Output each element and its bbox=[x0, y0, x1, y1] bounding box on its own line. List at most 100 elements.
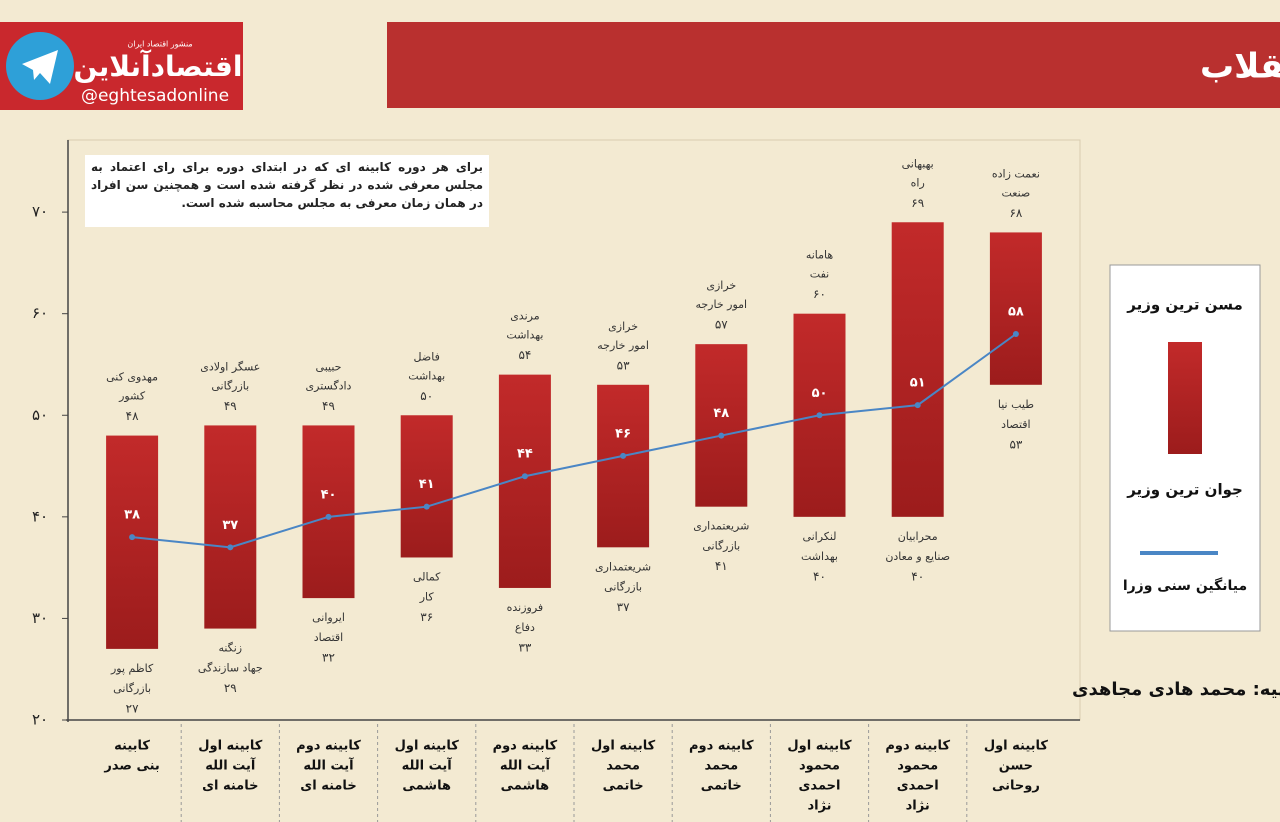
max-person-name: مرندی bbox=[510, 310, 540, 323]
average-point bbox=[718, 432, 725, 439]
average-line bbox=[131, 333, 1017, 549]
average-value-label: ۴۱ bbox=[419, 477, 435, 492]
max-value-label: ۵۰ bbox=[420, 389, 433, 403]
legend-label: جوان ترین وزیر bbox=[1126, 481, 1243, 499]
x-tick-label: خاتمی bbox=[701, 779, 742, 794]
x-tick-label: نژاد bbox=[906, 799, 930, 814]
average-value-label: ۴۴ bbox=[517, 447, 533, 462]
max-person-name: بهبهانی bbox=[902, 157, 934, 170]
max-value-label: ۶۸ bbox=[1009, 206, 1022, 220]
x-tick-label: آیت الله bbox=[303, 757, 354, 774]
min-value-label: ۳۶ bbox=[420, 610, 433, 624]
legend-swatch bbox=[1168, 342, 1202, 454]
max-person-ministry: بهداشت bbox=[408, 369, 445, 382]
y-tick-label: ۲۰ bbox=[32, 711, 48, 729]
x-tick-label: آیت الله bbox=[205, 757, 256, 774]
min-person-name: کاظم پور bbox=[110, 662, 154, 675]
x-tick-label: محمد bbox=[704, 759, 738, 774]
average-point bbox=[620, 452, 627, 459]
average-value-label: ۴۸ bbox=[713, 406, 729, 421]
average-point bbox=[816, 412, 823, 419]
min-value-label: ۲۷ bbox=[126, 701, 139, 715]
min-person-name: کمالی bbox=[413, 570, 441, 583]
chart-title: محدوده سنی وزرای کابینه های بعد از انقلا… bbox=[1200, 47, 1280, 87]
max-person-ministry: بهداشت bbox=[506, 329, 543, 342]
x-tick-label: کابینه دوم bbox=[296, 739, 361, 754]
average-value-label: ۳۸ bbox=[124, 508, 140, 523]
legend-box bbox=[1109, 264, 1261, 632]
x-tick-label: بنی صدر bbox=[103, 759, 159, 774]
x-tick-label: کابینه دوم bbox=[493, 739, 558, 754]
x-tick-label: حسن bbox=[999, 759, 1033, 774]
min-value-label: ۴۱ bbox=[715, 559, 728, 573]
average-point bbox=[227, 544, 234, 551]
max-person-ministry: راه bbox=[911, 176, 925, 189]
max-value-label: ۵۴ bbox=[518, 348, 531, 362]
legend-label: میانگین سنی وزرا bbox=[1123, 577, 1247, 594]
y-tick-label: ۷۰ bbox=[32, 203, 48, 221]
max-person-name: خرازی bbox=[608, 320, 638, 333]
min-value-label: ۵۳ bbox=[1009, 437, 1022, 451]
x-tick-label: روحانی bbox=[992, 779, 1040, 794]
min-person-ministry: بازرگانی bbox=[113, 682, 151, 695]
average-point bbox=[325, 513, 332, 520]
max-person-ministry: صنعت bbox=[1002, 186, 1031, 199]
average-point bbox=[521, 473, 528, 480]
min-value-label: ۳۳ bbox=[518, 640, 531, 654]
max-person-ministry: کشور bbox=[118, 390, 146, 403]
range-bar bbox=[400, 415, 453, 558]
max-person-name: عسگر اولادی bbox=[200, 360, 260, 373]
y-tick-label: ۵۰ bbox=[32, 406, 48, 424]
x-tick-label: کابینه دوم bbox=[885, 739, 950, 754]
max-person-ministry: بازرگانی bbox=[211, 379, 249, 392]
range-bar bbox=[891, 222, 944, 517]
x-tick-label: کابینه اول bbox=[591, 739, 656, 754]
min-person-name: فروزنده bbox=[507, 601, 544, 614]
average-point bbox=[423, 503, 430, 510]
x-tick-label: هاشمی bbox=[402, 779, 451, 794]
max-value-label: ۴۹ bbox=[224, 399, 237, 413]
min-person-ministry: جهاد سازندگی bbox=[198, 662, 263, 675]
x-tick-label: خاتمی bbox=[603, 779, 644, 794]
x-tick-label: محمد bbox=[606, 759, 640, 774]
x-tick-label: کابینه اول bbox=[787, 739, 852, 754]
average-value-label: ۵۱ bbox=[910, 376, 926, 391]
logo-text: اقتصادآنلاین bbox=[74, 49, 243, 83]
min-person-name: محرابیان bbox=[898, 530, 938, 543]
x-tick-label: نژاد bbox=[807, 799, 831, 814]
min-person-ministry: کار bbox=[419, 590, 435, 603]
max-person-name: نعمت زاده bbox=[992, 167, 1040, 180]
logo-handle: @eghtesadonline bbox=[81, 86, 229, 106]
range-bar bbox=[106, 435, 159, 649]
max-value-label: ۵۳ bbox=[617, 358, 630, 372]
average-point bbox=[1012, 331, 1019, 337]
min-person-name: زنگنه bbox=[218, 642, 242, 655]
max-person-ministry: امور خارجه bbox=[597, 339, 649, 352]
min-person-name: طیب نیا bbox=[998, 398, 1034, 411]
range-bar bbox=[302, 425, 355, 599]
range-bar bbox=[695, 344, 748, 507]
max-value-label: ۴۹ bbox=[322, 399, 335, 413]
legend-label: مسن ترین وزیر bbox=[1126, 296, 1243, 314]
range-bar bbox=[204, 425, 257, 629]
average-value-label: ۳۷ bbox=[222, 518, 238, 533]
max-person-ministry: نفت bbox=[810, 268, 829, 281]
x-tick-label: آیت الله bbox=[500, 757, 551, 774]
telegram-plane bbox=[22, 50, 58, 84]
max-value-label: ۴۸ bbox=[126, 409, 139, 423]
min-person-ministry: بهداشت bbox=[801, 550, 838, 563]
min-person-ministry: اقتصاد bbox=[1001, 418, 1030, 431]
average-value-label: ۴۰ bbox=[321, 487, 337, 502]
min-person-ministry: صنایع و معادن bbox=[885, 550, 950, 563]
max-person-name: هامانه bbox=[806, 249, 834, 262]
note: برای هر دوره کابینه ای که در ابتدای دوره… bbox=[85, 155, 489, 227]
x-tick-label: کابینه bbox=[114, 739, 150, 754]
max-person-ministry: دادگستری bbox=[306, 379, 352, 392]
min-person-ministry: بازرگانی bbox=[604, 580, 642, 593]
max-person-name: خرازی bbox=[706, 279, 736, 292]
max-value-label: ۵۷ bbox=[715, 318, 728, 332]
min-value-label: ۳۷ bbox=[617, 600, 630, 614]
x-tick-label: محمود bbox=[799, 759, 840, 774]
